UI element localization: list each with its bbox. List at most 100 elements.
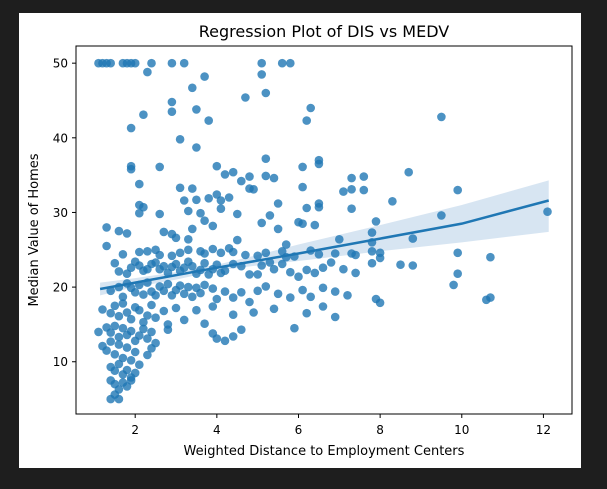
data-point <box>314 202 324 212</box>
data-point <box>196 208 205 218</box>
data-point <box>192 305 201 315</box>
data-point <box>167 97 177 107</box>
data-point <box>257 261 266 270</box>
data-point <box>126 164 136 174</box>
data-point <box>273 199 283 208</box>
data-point <box>306 292 316 302</box>
data-point <box>351 250 360 260</box>
data-point <box>135 208 144 218</box>
y-tick-label: 20 <box>53 281 68 295</box>
data-point <box>143 311 152 320</box>
data-point <box>94 327 103 337</box>
data-point <box>298 182 307 192</box>
data-point <box>257 70 266 79</box>
data-point <box>155 250 164 260</box>
data-point <box>253 251 262 261</box>
data-point <box>212 161 222 171</box>
data-point <box>347 204 356 213</box>
data-point <box>171 259 181 269</box>
data-point <box>281 240 291 249</box>
y-axis-label: Median Value of Homes <box>27 153 42 306</box>
x-axis-ticks: 2 4 6 8 10 12 <box>131 414 551 437</box>
data-point <box>143 350 152 360</box>
data-point <box>220 170 230 179</box>
data-point <box>188 261 197 271</box>
regression-line <box>99 199 550 291</box>
data-point <box>286 293 295 302</box>
data-point <box>486 293 495 302</box>
data-point <box>220 266 230 275</box>
data-point <box>118 250 128 259</box>
data-point <box>298 219 307 228</box>
data-point <box>269 304 279 314</box>
data-point <box>261 88 271 98</box>
data-point <box>302 265 312 275</box>
data-point <box>228 167 238 177</box>
data-point <box>126 376 136 385</box>
data-point <box>208 302 218 311</box>
data-point <box>179 58 189 68</box>
x-tick-label: 6 <box>295 423 303 437</box>
data-point <box>126 356 136 365</box>
data-point <box>265 258 275 267</box>
data-point <box>302 116 312 125</box>
data-point <box>102 223 111 232</box>
data-point <box>310 220 320 230</box>
data-point <box>118 323 128 333</box>
data-point <box>126 326 136 336</box>
data-point <box>171 233 181 243</box>
plot-frame <box>75 45 573 415</box>
data-point <box>408 261 418 270</box>
data-point <box>314 159 324 169</box>
x-axis-label: Weighted Distance to Employment Centers <box>184 444 465 459</box>
data-point <box>220 336 230 346</box>
data-point <box>126 314 136 324</box>
data-point <box>249 308 258 317</box>
data-point <box>347 173 356 183</box>
x-tick-label: 8 <box>376 423 384 437</box>
data-point <box>188 224 197 234</box>
data-point <box>330 312 340 322</box>
data-point <box>220 287 230 296</box>
data-point <box>179 196 189 205</box>
data-point <box>155 209 164 219</box>
data-point <box>228 293 238 302</box>
data-point <box>339 187 348 196</box>
data-point <box>306 103 316 113</box>
data-point <box>106 58 115 68</box>
data-point <box>269 173 279 183</box>
data-point <box>310 268 320 278</box>
data-point <box>286 267 295 277</box>
data-point <box>130 368 140 378</box>
data-point <box>151 291 160 300</box>
data-point <box>130 58 140 68</box>
data-point <box>184 235 193 244</box>
data-point <box>139 290 148 299</box>
data-point <box>175 281 185 290</box>
data-point <box>139 110 148 119</box>
data-point <box>118 299 128 308</box>
data-point <box>375 298 385 308</box>
data-point <box>249 185 258 194</box>
data-point <box>233 235 242 245</box>
data-point <box>122 382 132 391</box>
data-point <box>184 206 193 216</box>
y-axis-ticks: 10 20 30 40 50 <box>53 57 76 369</box>
data-point <box>139 202 148 212</box>
data-point <box>314 250 324 259</box>
data-point <box>110 350 120 359</box>
scatter-points-layer <box>94 58 552 404</box>
data-point <box>208 221 218 231</box>
chart-title: Regression Plot of DIS vs MEDV <box>199 22 449 41</box>
data-point <box>208 284 218 293</box>
data-point <box>371 217 381 226</box>
data-point <box>208 244 218 254</box>
data-point <box>543 207 552 216</box>
data-point <box>188 292 197 302</box>
data-point <box>196 288 205 298</box>
data-point <box>163 325 173 335</box>
data-point <box>135 247 144 257</box>
data-point <box>318 283 328 293</box>
data-point <box>192 195 201 205</box>
data-point <box>228 310 238 320</box>
